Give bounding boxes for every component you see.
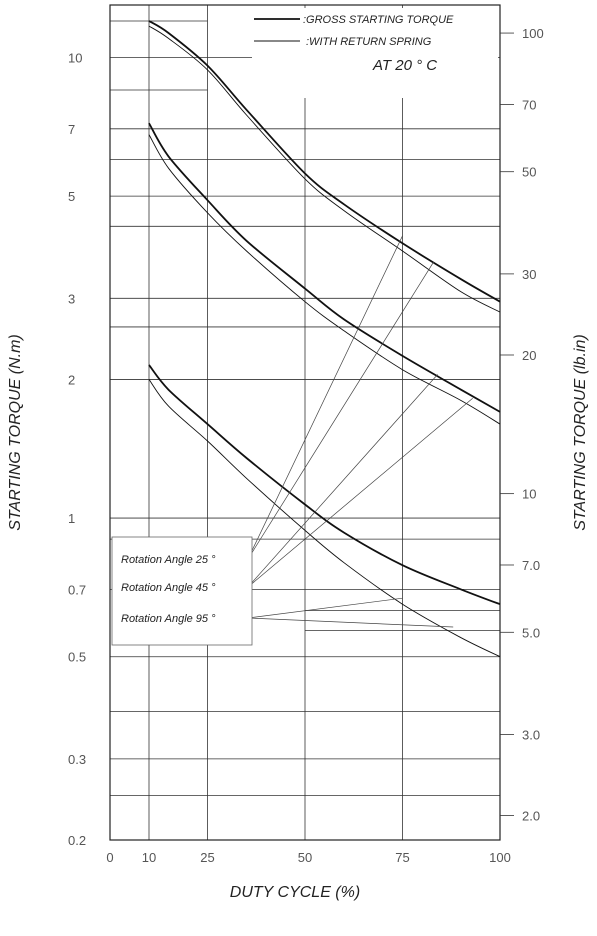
annotation-box [111,536,253,646]
grid-layer [110,5,500,841]
annotation-leader-line [247,617,454,628]
annotation-leader-line [247,597,403,619]
legend-background [252,8,498,98]
series-line-return-spring [148,25,501,313]
y2-tick-label: 7.0 [522,558,540,573]
y-tick-label: 2 [68,372,75,387]
y2-tick-label: 10 [522,487,536,502]
plot-frame [109,4,501,841]
y-tick-label: 0.5 [68,650,86,665]
y-tick-label: 10 [68,50,82,65]
y2-tick-label: 20 [522,348,536,363]
x-tick-label: 100 [489,850,511,865]
y2-tick-label: 70 [522,97,536,112]
extra-grid-layer [110,20,500,796]
x-tick-labels: 0 10 25 50 75 100 [106,850,510,865]
y2-axis-title: STARTING TORQUE (lb.in) [572,334,589,530]
x-tick-label: 0 [106,850,113,865]
annotation-label: Rotation Angle 95 ° [121,613,216,625]
y-tick-label: 5 [68,189,75,204]
annotation-leader-line [247,398,473,588]
annotation-text-layer: Rotation Angle 25 ° Rotation Angle 45 ° Ro… [121,554,216,625]
annotation-label: Rotation Angle 25 ° [121,554,216,566]
series-line-gross [148,364,501,606]
y2-tick-labels: 2.0 3.0 5.0 7.0 10 20 30 50 70 100 [500,26,544,824]
leader-layer [247,235,473,628]
x-tick-label: 75 [395,850,409,865]
y-tick-label: 0.7 [68,582,86,597]
x-axis-title: DUTY CYCLE (%) [230,884,360,901]
series-line-gross [148,20,501,303]
x-tick-label: 50 [298,850,312,865]
y2-tick-label: 100 [522,26,544,41]
y2-tick-label: 5.0 [522,625,540,640]
series-layer [148,20,501,658]
y2-tick-label: 30 [522,267,536,282]
y-axis-title: STARTING TORQUE (N.m) [7,334,24,530]
annotation-leader-line [247,261,434,560]
y-tick-label: 1 [68,511,75,526]
annotation-leader-line [247,374,438,588]
y-tick-label: 3 [68,291,75,306]
y-tick-label: 0.2 [68,833,86,848]
annotation-leader-line [247,235,403,560]
series-line-gross [148,122,501,413]
annotation-label: Rotation Angle 45 ° [121,582,216,594]
condition-label: AT 20 ° C [372,57,437,74]
legend: :GROSS STARTING TORQUE :WITH RETURN SPRI… [252,8,498,98]
legend-label-gross: :GROSS STARTING TORQUE [303,14,454,26]
legend-label-return-spring: :WITH RETURN SPRING [306,36,432,48]
y2-tick-label: 50 [522,165,536,180]
y2-tick-label: 3.0 [522,727,540,742]
x-tick-label: 25 [200,850,214,865]
series-line-return-spring [148,134,501,425]
series-line-return-spring [148,379,501,658]
y-tick-labels: 0.2 0.3 0.5 0.7 1 2 3 5 7 10 [68,50,86,848]
y2-tick-label: 2.0 [522,809,540,824]
x-tick-label: 10 [142,850,156,865]
y-tick-label: 0.3 [68,752,86,767]
y-tick-label: 7 [68,122,75,137]
